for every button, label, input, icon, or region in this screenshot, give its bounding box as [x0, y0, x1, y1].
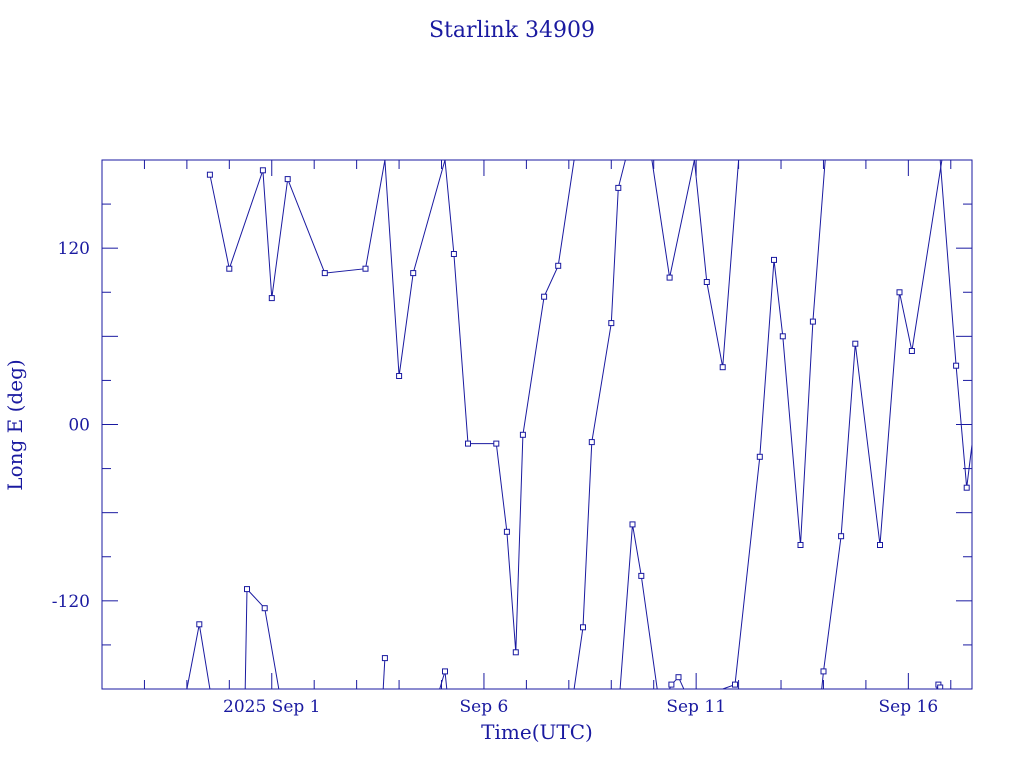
data-point	[381, 655, 388, 662]
data-point	[629, 521, 636, 528]
series-line-3	[244, 587, 280, 689]
data-point	[779, 333, 786, 340]
data-point	[771, 256, 777, 263]
data-point	[493, 440, 500, 447]
data-point	[410, 270, 417, 277]
data-point	[638, 572, 645, 579]
y-tick-label: -120	[52, 592, 90, 612]
data-point	[608, 320, 615, 327]
series-line-7	[619, 524, 658, 689]
series-line-11	[722, 160, 826, 689]
x-tick-label: Sep 11	[666, 697, 726, 717]
data-point	[668, 681, 675, 688]
data-point	[820, 668, 827, 675]
data-point	[284, 176, 291, 183]
data-point	[519, 431, 526, 438]
x-tick-label: Sep 16	[879, 697, 939, 717]
data-point	[937, 684, 944, 689]
data-point	[719, 364, 726, 371]
data-point	[953, 362, 960, 369]
data-point	[541, 293, 548, 300]
data-point	[259, 167, 266, 174]
data-point	[896, 289, 903, 296]
axis-ticks	[101, 160, 972, 689]
x-tick-label: 2025 Sep 1	[223, 697, 320, 717]
series-line-15	[1014, 160, 1016, 164]
data-point	[963, 484, 970, 491]
data-point	[442, 668, 448, 675]
series-line-2	[186, 624, 211, 689]
data-point	[908, 348, 915, 354]
series-line-4	[382, 658, 386, 689]
data-point	[268, 295, 275, 302]
series-line-10	[693, 160, 740, 368]
data-point	[362, 265, 369, 272]
data-point	[465, 440, 471, 447]
data-point	[1014, 162, 1019, 167]
data-point	[675, 674, 682, 681]
x-axis-label: Time(UTC)	[481, 720, 593, 744]
data-point	[196, 621, 203, 628]
data-point	[980, 356, 985, 361]
data-point	[756, 453, 763, 460]
data-point	[206, 171, 213, 178]
data-point	[797, 542, 804, 548]
series-line-16	[1014, 441, 1024, 689]
series-line-12	[821, 160, 943, 689]
data-point	[615, 184, 622, 191]
chart-title: Starlink 34909	[429, 18, 595, 43]
plot-frame	[101, 159, 973, 690]
data-point	[703, 279, 710, 285]
series-line-1	[209, 160, 575, 653]
data-point	[732, 681, 738, 688]
y-tick-label: 120	[58, 239, 90, 259]
data-point	[555, 262, 562, 269]
series-line-6	[573, 160, 626, 689]
data-point	[261, 605, 268, 612]
data-point	[809, 318, 816, 325]
data-point	[580, 624, 586, 631]
data-point	[512, 649, 519, 656]
x-tick-label: Sep 6	[460, 697, 509, 717]
data-point	[666, 274, 673, 281]
data-point	[396, 373, 403, 379]
y-tick-label: 00	[68, 416, 90, 436]
data-point	[852, 340, 859, 347]
series-line-14	[939, 160, 972, 488]
series-line-8	[651, 160, 695, 278]
tick-labels: 2025 Sep 1 Sep 6 Sep 11 Sep 16 120 00 -120	[52, 239, 938, 717]
data-point	[503, 528, 510, 535]
data-point	[877, 542, 883, 548]
data-point	[1001, 541, 1006, 546]
y-axis-label: Long E (deg)	[3, 359, 27, 490]
series-layer	[186, 160, 1024, 689]
data-point	[226, 265, 233, 272]
data-point	[244, 586, 250, 593]
data-point	[450, 251, 457, 257]
data-point	[838, 533, 845, 540]
data-point	[321, 270, 328, 277]
data-point	[588, 439, 595, 446]
data-point	[991, 449, 996, 454]
